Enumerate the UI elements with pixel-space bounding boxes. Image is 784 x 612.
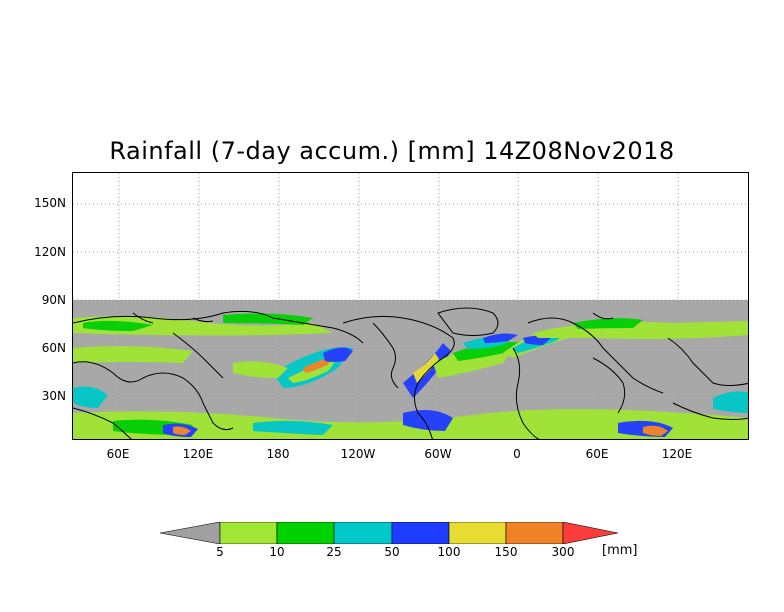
cbar-segment-100-150 <box>448 522 507 544</box>
cbar-segment-10-25 <box>276 522 335 544</box>
map-title: Rainfall (7-day accum.) [mm] 14Z08Nov201… <box>109 137 675 165</box>
color-bar <box>160 522 619 544</box>
lon-tick-60w: 60W <box>424 447 452 461</box>
cbar-label-300: 300 <box>551 545 575 559</box>
lon-tick-120w: 120W <box>340 447 376 461</box>
lat-tick-120n: 120N <box>34 245 66 259</box>
cbar-segment-50-100 <box>391 522 450 544</box>
lat-tick-90n: 90N <box>41 293 66 307</box>
lat-tick-30n: 30N <box>41 389 66 403</box>
map-panel <box>72 172 749 440</box>
cbar-segment-150-300 <box>505 522 564 544</box>
cbar-label-10: 10 <box>269 545 285 559</box>
cbar-label-150: 150 <box>494 545 518 559</box>
cbar-label-5: 5 <box>216 545 224 559</box>
cbar-unit-label: [mm] <box>602 543 638 558</box>
rainfall-map <box>73 173 748 439</box>
lon-tick-60e-right: 60E <box>585 447 609 461</box>
cbar-segment-25-50 <box>333 522 393 544</box>
cbar-segment-below-5 <box>160 522 221 544</box>
lon-tick-180: 180 <box>266 447 290 461</box>
cbar-segment-5-10 <box>219 522 278 544</box>
lon-tick-60e: 60E <box>106 447 130 461</box>
lon-tick-0: 0 <box>513 447 521 461</box>
cbar-label-100: 100 <box>437 545 461 559</box>
lon-tick-120e-right: 120E <box>661 447 693 461</box>
lat-tick-150n: 150N <box>34 196 66 210</box>
cbar-label-50: 50 <box>384 545 400 559</box>
cbar-label-25: 25 <box>326 545 342 559</box>
lon-tick-120e: 120E <box>182 447 214 461</box>
cbar-segment-above-300 <box>562 522 619 544</box>
lat-tick-60n: 60N <box>41 341 66 355</box>
